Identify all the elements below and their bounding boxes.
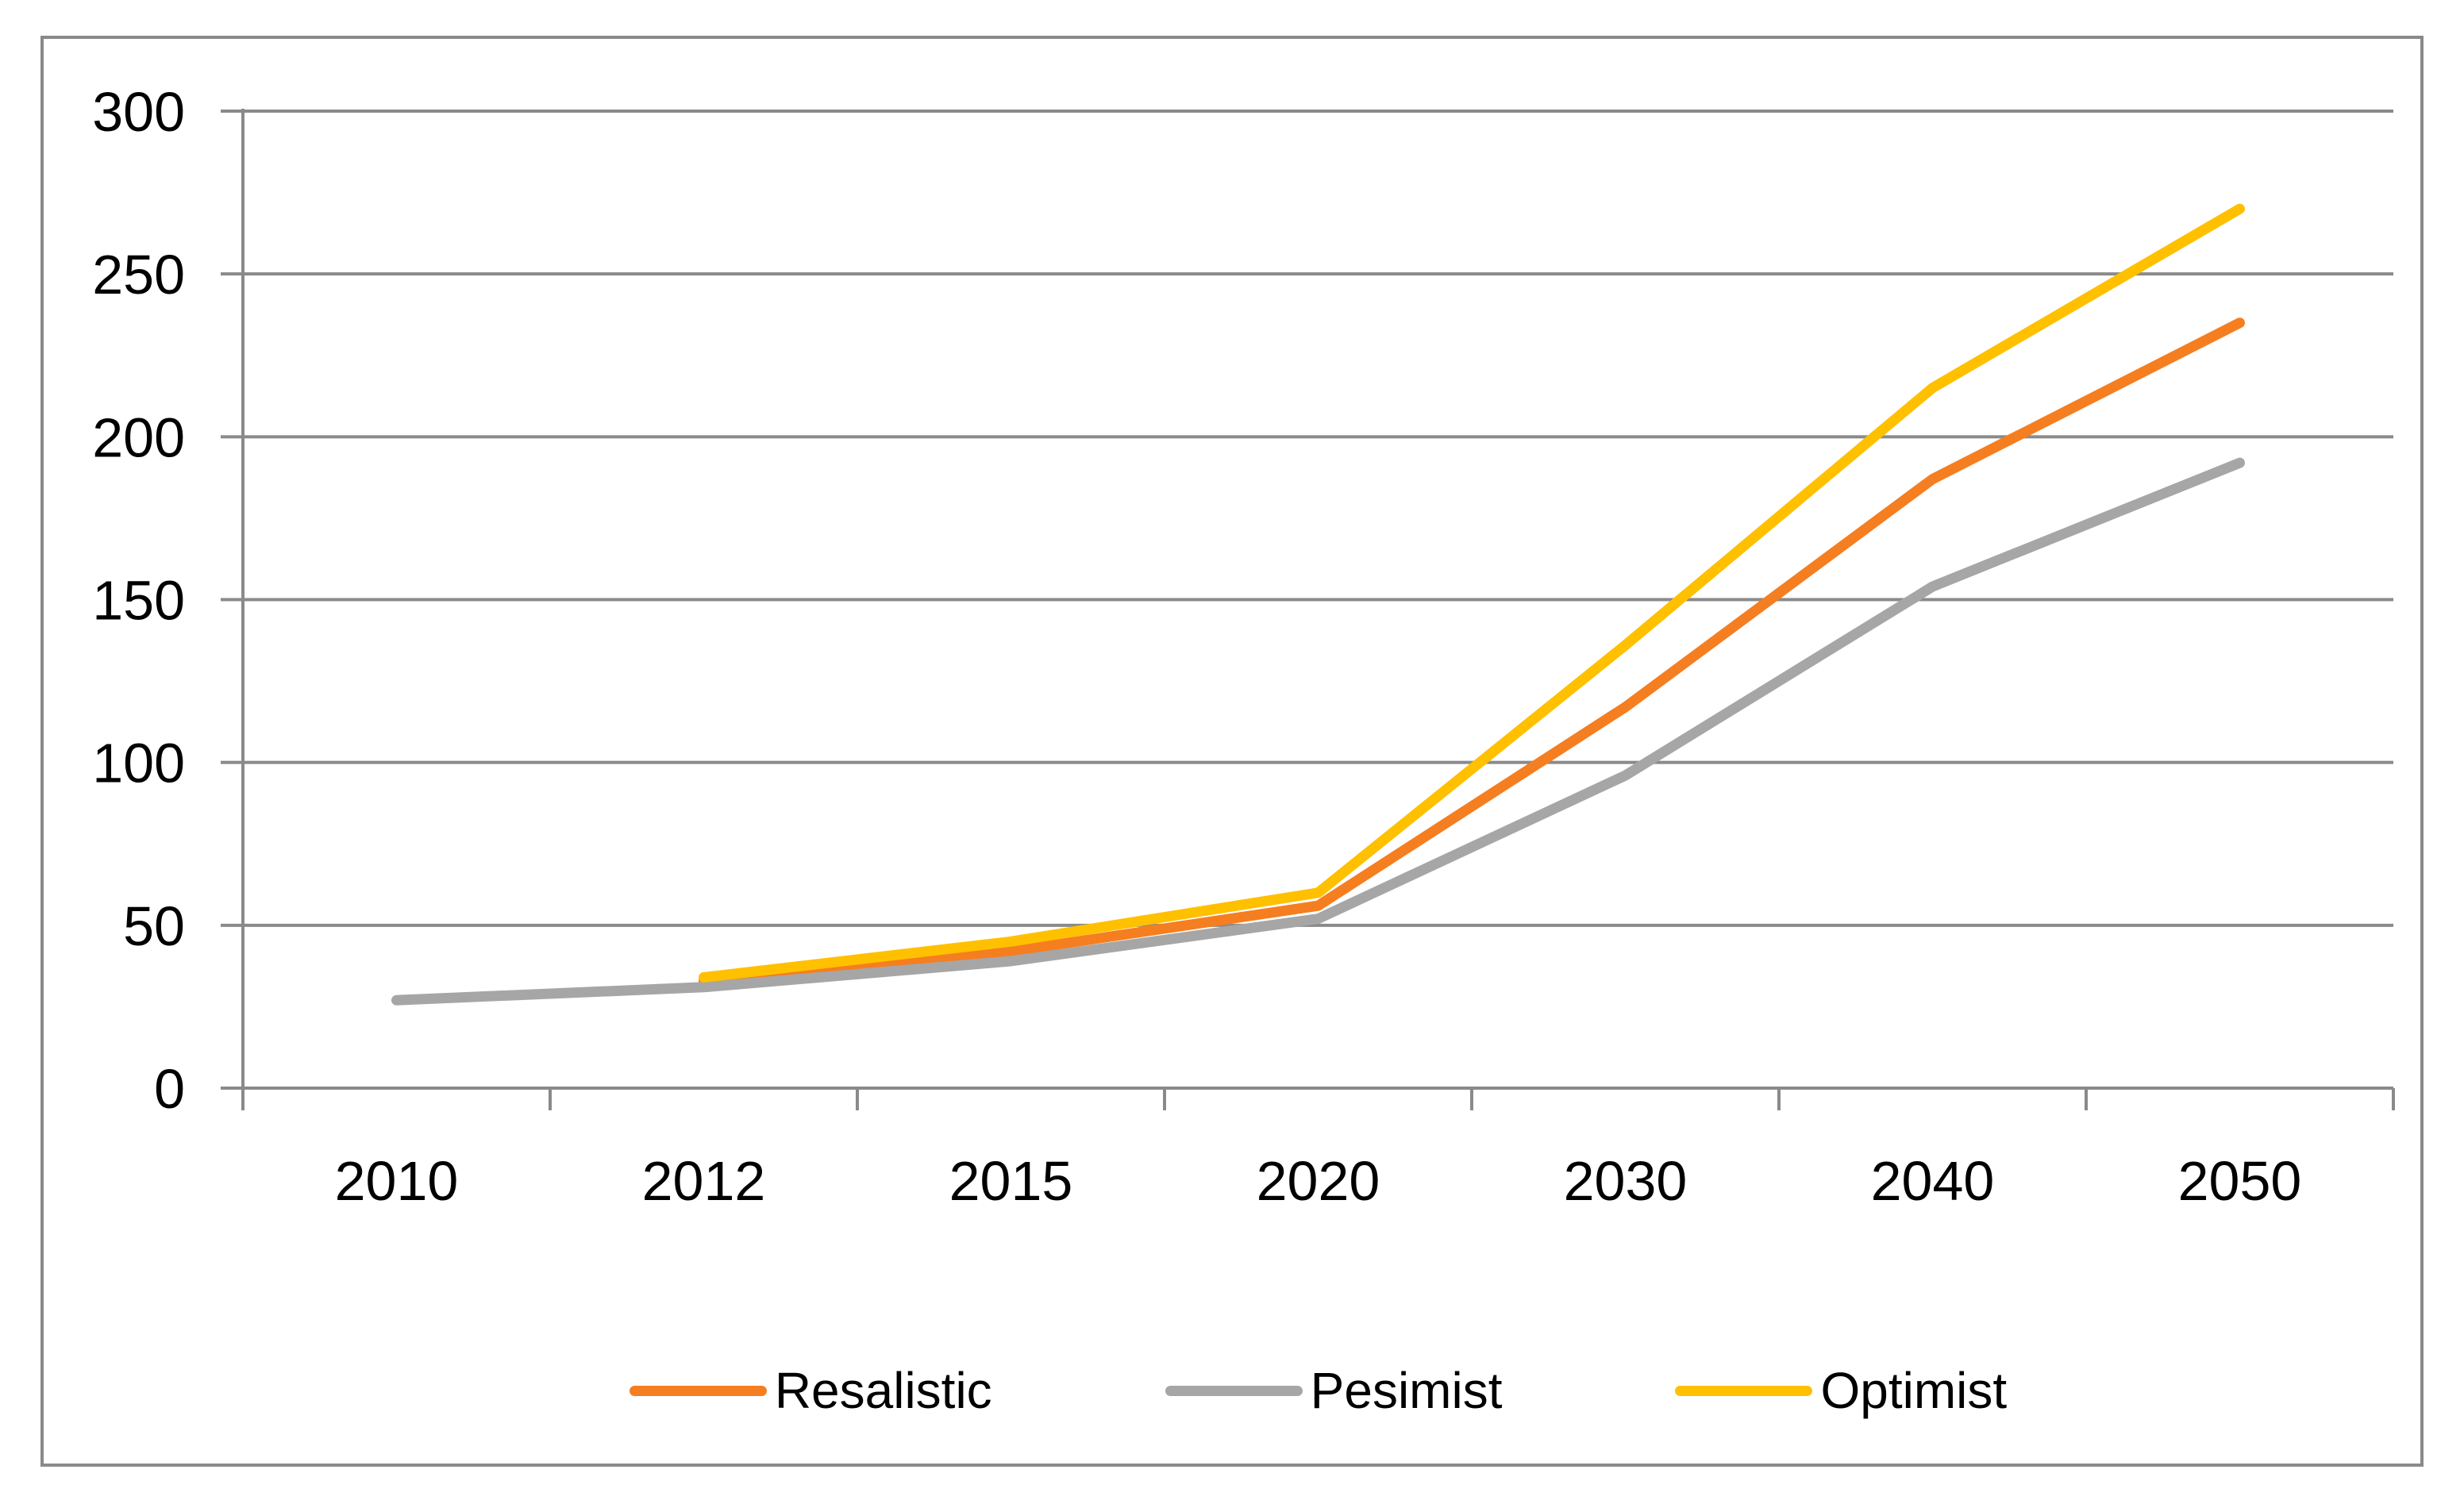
legend-item-optimist: Optimist (1675, 1361, 2007, 1420)
legend-item-pesimist: Pesimist (1165, 1361, 1503, 1420)
legend: Resalistic Pesimist Optimist (243, 1359, 2393, 1422)
legend-item-resalistic: Resalistic (629, 1361, 992, 1420)
y-tick-label: 50 (123, 895, 185, 957)
y-tick-label: 200 (92, 406, 185, 468)
legend-swatch-optimist (1675, 1385, 1813, 1396)
legend-label-pesimist: Pesimist (1310, 1362, 1503, 1419)
x-tick-label: 2030 (1564, 1150, 1688, 1212)
x-tick-label: 2050 (2178, 1150, 2302, 1212)
x-tick-label: 2012 (642, 1150, 766, 1212)
series-line-pesimist (391, 457, 2245, 1006)
x-tick-label: 2040 (1871, 1150, 1995, 1212)
series-line-optimist (699, 203, 2245, 983)
y-tick-label: 100 (92, 733, 185, 794)
y-tick-label: 300 (92, 81, 185, 143)
legend-label-resalistic: Resalistic (774, 1362, 992, 1419)
y-tick-label: 150 (92, 570, 185, 632)
x-tick-label: 2020 (1257, 1150, 1380, 1212)
x-tick-label: 2010 (335, 1150, 459, 1212)
x-tick-label: 2015 (949, 1150, 1073, 1212)
legend-label-optimist: Optimist (1820, 1362, 2008, 1419)
legend-swatch-pesimist (1165, 1385, 1303, 1396)
y-tick-label: 0 (154, 1058, 185, 1120)
y-tick-label: 250 (92, 244, 185, 306)
legend-swatch-resalistic (629, 1385, 767, 1396)
series-line-resalistic (699, 317, 2245, 987)
